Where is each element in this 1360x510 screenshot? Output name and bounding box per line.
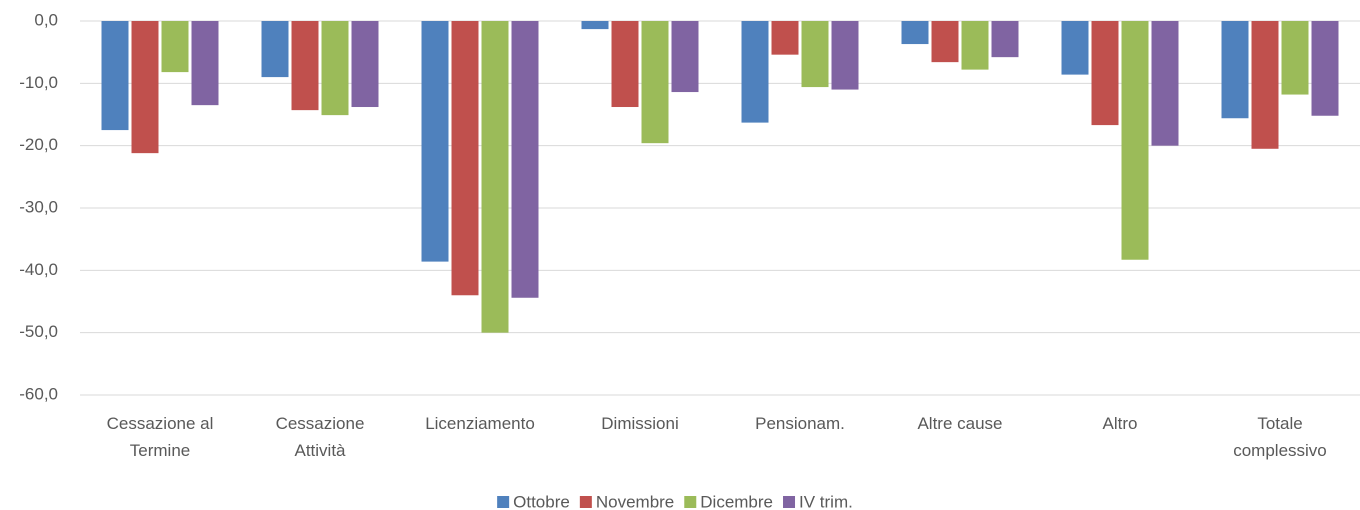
bar — [351, 21, 379, 108]
bar — [291, 21, 319, 111]
bar — [101, 21, 129, 131]
bar — [1151, 21, 1179, 146]
legend-label: Dicembre — [700, 492, 773, 510]
bar — [671, 21, 699, 93]
bar — [641, 21, 669, 144]
legend-swatch — [579, 496, 592, 508]
y-tick-label: -50,0 — [19, 322, 58, 341]
x-tick-label: Licenziamento — [425, 414, 535, 433]
bar — [261, 21, 289, 78]
bar — [1221, 21, 1249, 119]
y-tick-label: -40,0 — [19, 260, 58, 279]
bar — [991, 21, 1019, 58]
legend-label: Ottobre — [513, 492, 570, 510]
bar — [481, 21, 509, 333]
bar — [771, 21, 799, 55]
y-tick-label: 0,0 — [34, 10, 58, 29]
bar — [1121, 21, 1149, 260]
legend-label: Novembre — [596, 492, 674, 510]
bar — [451, 21, 479, 296]
bar — [831, 21, 859, 90]
bar — [191, 21, 219, 106]
y-tick-label: -20,0 — [19, 135, 58, 154]
x-tick-label: Cessazione Attività — [275, 414, 365, 460]
y-tick-label: -10,0 — [19, 73, 58, 92]
x-tick-label: Cessazione al Termine — [106, 414, 214, 460]
bar — [1061, 21, 1089, 75]
legend-swatch — [684, 496, 697, 508]
bar — [931, 21, 959, 63]
bar — [961, 21, 989, 70]
x-tick-label: Altro — [1102, 414, 1138, 433]
bar — [1311, 21, 1339, 116]
bar — [511, 21, 539, 298]
legend-label: IV trim. — [799, 492, 853, 510]
bar — [901, 21, 929, 45]
bar — [1091, 21, 1119, 126]
bar — [421, 21, 449, 262]
bar — [611, 21, 639, 108]
legend-swatch — [783, 496, 796, 508]
bar — [321, 21, 349, 116]
bar — [1281, 21, 1309, 95]
bar — [741, 21, 769, 123]
y-tick-label: -60,0 — [19, 384, 58, 403]
legend-swatch — [497, 496, 510, 508]
x-tick-label: Pensionam. — [755, 414, 845, 433]
x-tick-label: Dimissioni — [601, 414, 679, 433]
bar — [161, 21, 189, 73]
y-tick-label: -30,0 — [19, 197, 58, 216]
bar — [581, 21, 609, 30]
bar — [131, 21, 159, 154]
x-tick-label: Totale complessivo — [1233, 414, 1327, 460]
bar — [1251, 21, 1279, 149]
bar — [801, 21, 829, 88]
x-tick-label: Altre cause — [917, 414, 1003, 433]
